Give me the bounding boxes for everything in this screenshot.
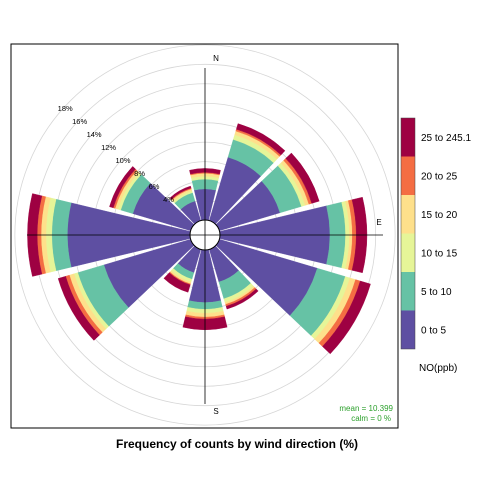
petal-segment-240-5 — [57, 276, 100, 341]
legend-swatch — [401, 118, 415, 157]
legend-label: 15 to 20 — [421, 210, 458, 221]
radial-tick-label: 16% — [72, 117, 87, 126]
legend-frame — [400, 117, 416, 350]
legend-swatch — [401, 233, 415, 272]
petal-segment-300-5 — [109, 166, 136, 209]
radial-tick-label: 8% — [134, 169, 145, 178]
legend-swatch — [401, 310, 415, 349]
compass-label: S — [213, 407, 218, 416]
radial-tick-label: 14% — [87, 130, 102, 139]
text-layer: Frequency of counts by wind direction (%… — [58, 54, 458, 451]
mean-annotation: mean = 10.399 — [339, 404, 393, 413]
radial-tick-label: 10% — [116, 156, 131, 165]
chart-title: Frequency of counts by wind direction (%… — [116, 437, 358, 451]
compass-label: E — [376, 218, 381, 227]
radial-tick-label: 4% — [163, 195, 174, 204]
legend-swatch — [401, 272, 415, 311]
legend-title: NO(ppb) — [419, 363, 457, 374]
petal-segment-30-5 — [236, 123, 286, 156]
legend-swatch — [401, 195, 415, 234]
petal-segment-120-5 — [322, 280, 371, 355]
legend-label: 20 to 25 — [421, 171, 458, 182]
petal-segment-150-5 — [225, 288, 259, 310]
legend: 0 to 5 5 to 10 10 to 15 15 to 20 20 to 25 25 … — [400, 117, 471, 350]
radial-tick-label: 18% — [58, 104, 73, 113]
compass-label: N — [213, 54, 219, 63]
petal-segment-60-5 — [285, 152, 320, 204]
legend-label: 10 to 15 — [421, 248, 458, 259]
legend-swatch — [401, 156, 415, 195]
radial-tick-label: 12% — [101, 143, 116, 152]
petal-segment-330-5 — [169, 185, 192, 200]
radial-tick-label: 6% — [149, 182, 160, 191]
legend-label: 25 to 245.1 — [421, 133, 471, 144]
plot-border — [10, 43, 399, 429]
legend-label: 0 to 5 — [421, 325, 446, 336]
calm-annotation: calm = 0 % — [351, 414, 391, 423]
rose-layer — [14, 44, 396, 426]
grid-ring — [14, 44, 396, 426]
legend-label: 5 to 10 — [421, 287, 452, 298]
petal-segment-210-5 — [163, 272, 191, 293]
